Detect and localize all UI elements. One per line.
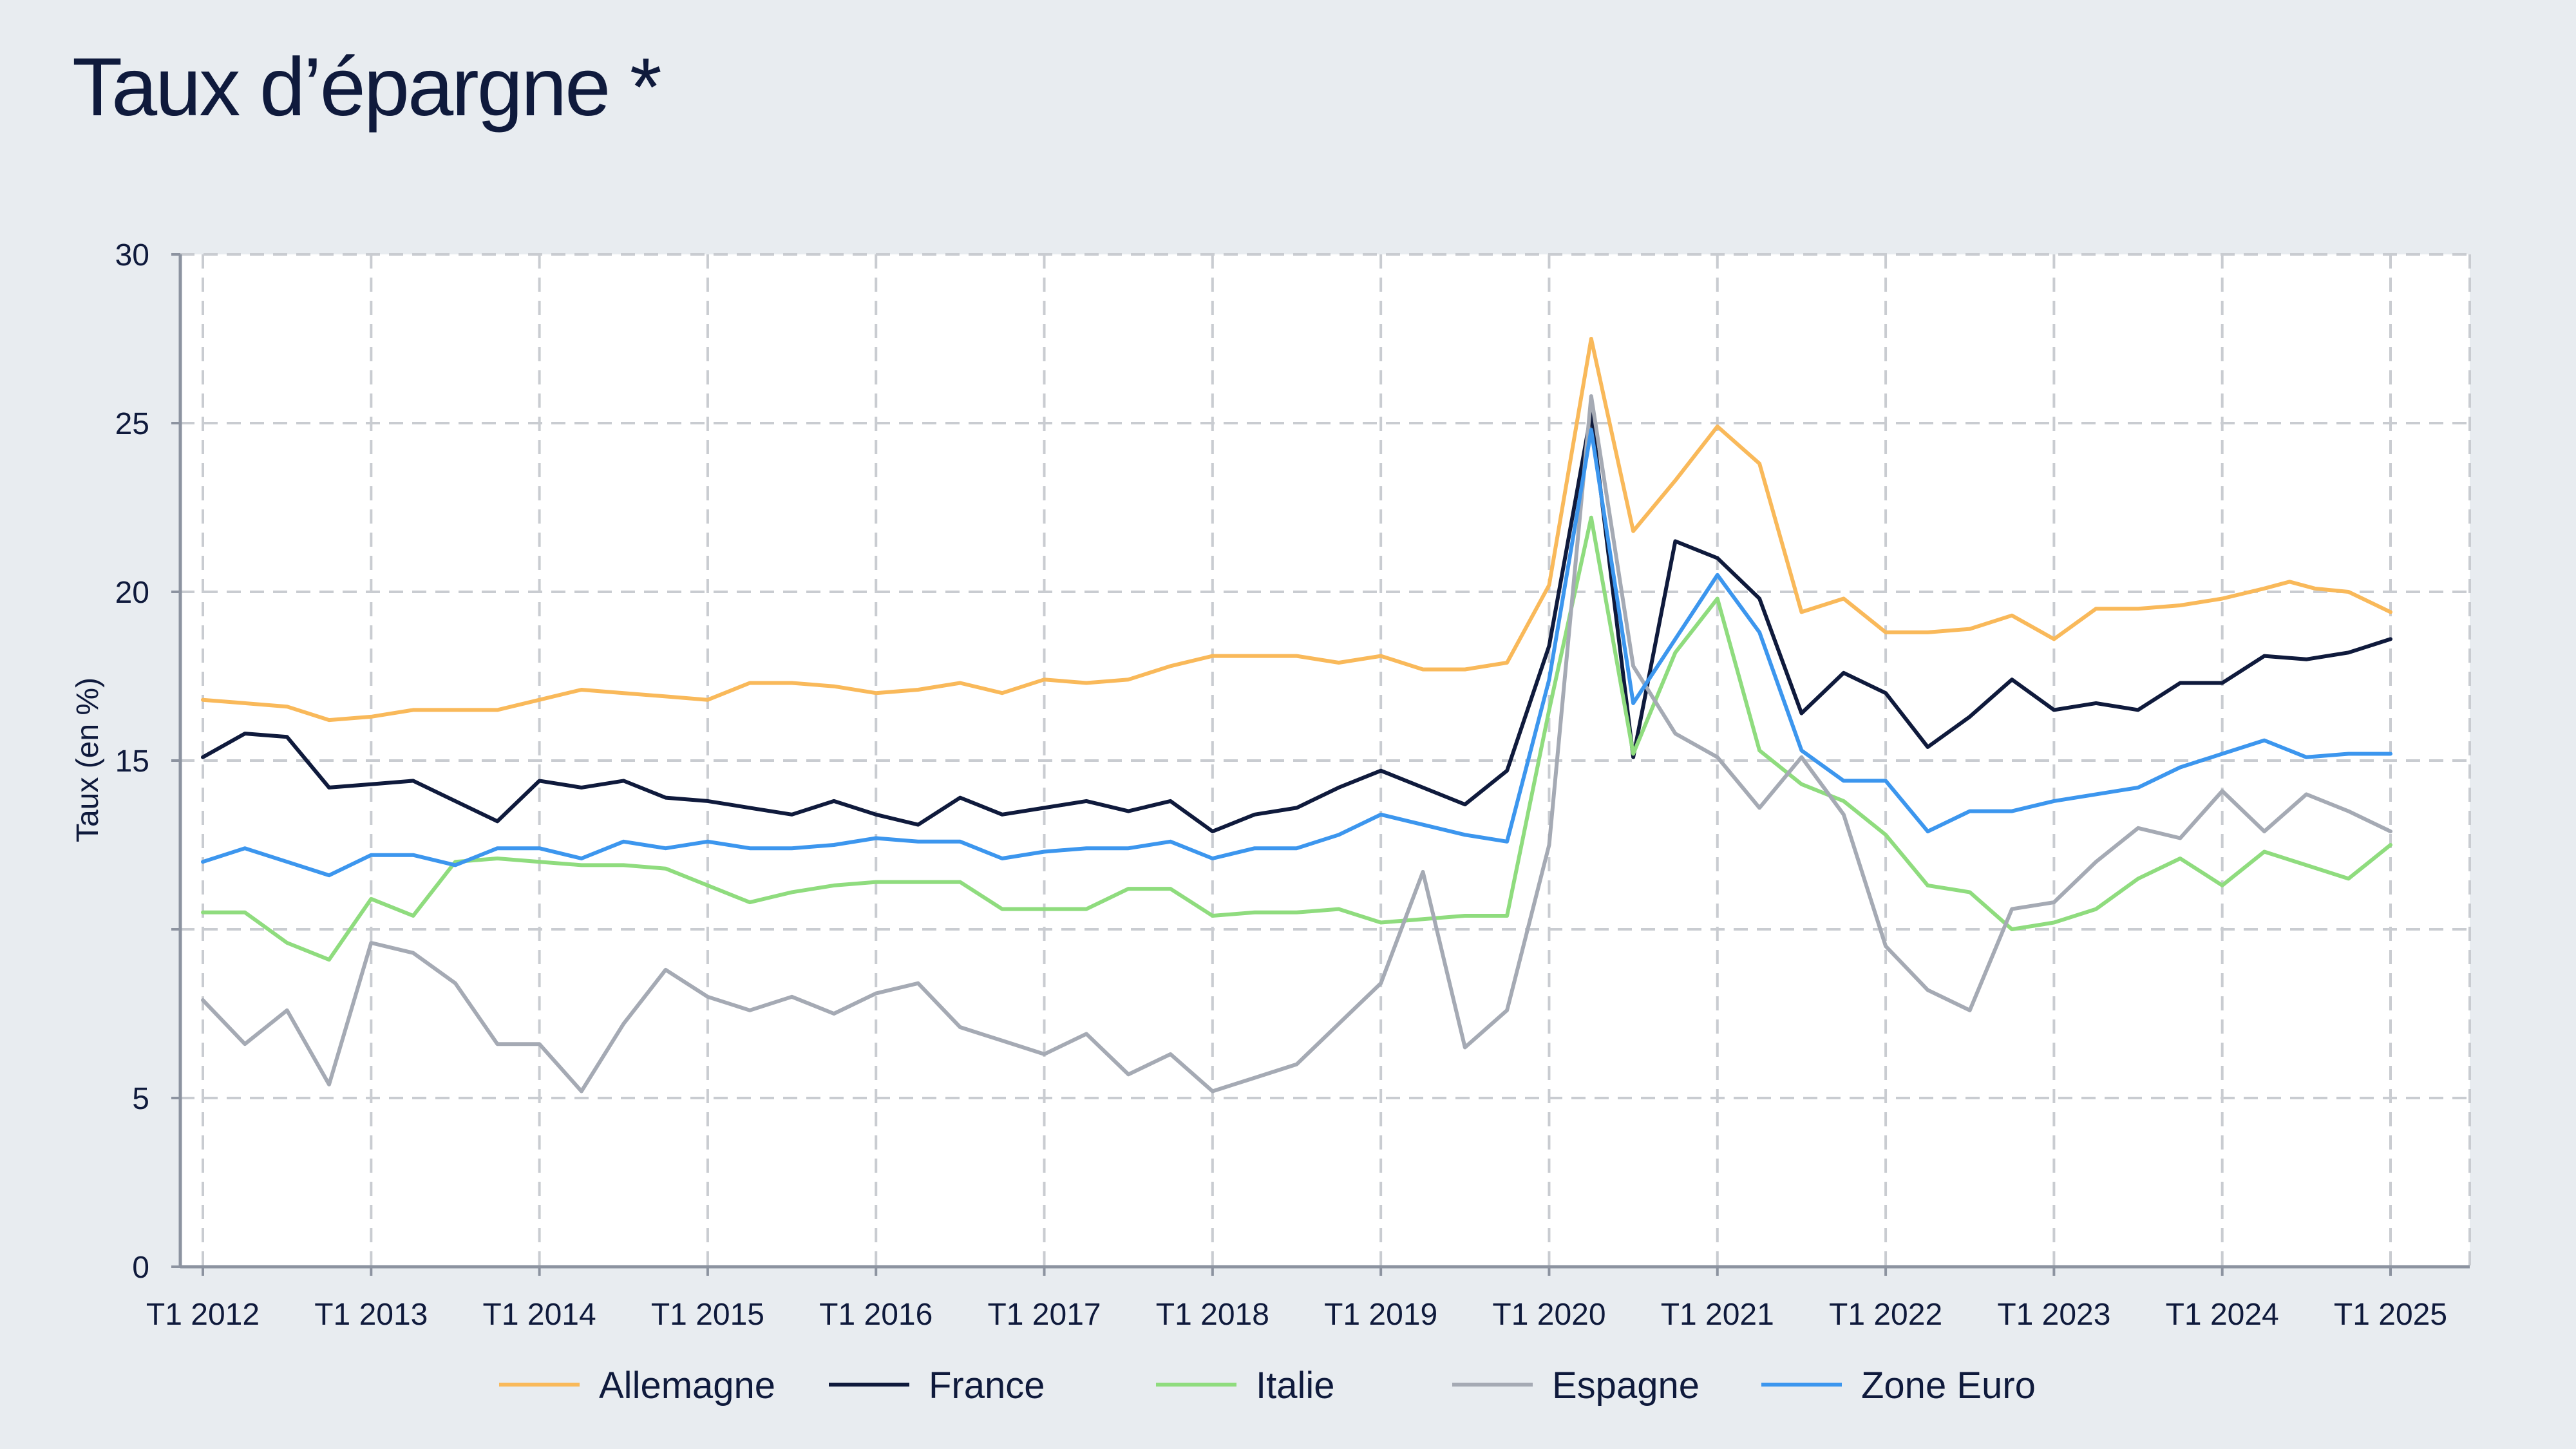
y-tick-label: 5 [132, 1082, 149, 1116]
legend-label-allemagne: Allemagne [599, 1365, 775, 1406]
x-tick-label: T1 2022 [1829, 1298, 1942, 1332]
x-tick-label: T1 2018 [1156, 1298, 1269, 1332]
page-title: Taux d’épargne * [72, 41, 662, 133]
x-tick-label: T1 2020 [1492, 1298, 1605, 1332]
legend-label-france: France [929, 1365, 1045, 1406]
series-line-italie [201, 515, 2392, 962]
y-tick-label: 15 [115, 744, 149, 779]
y-axis-label: Taux (en %) [71, 677, 105, 842]
x-tick-label: T1 2012 [146, 1298, 260, 1332]
y-tick-label: 30 [115, 238, 149, 272]
legend: Allemagne France Italie Espagne Zone Euro [499, 1365, 2036, 1406]
y-tick-label: 0 [132, 1251, 149, 1285]
legend-label-zone-euro: Zone Euro [1861, 1365, 2036, 1406]
series-line-espagne [201, 394, 2392, 1094]
series-lines [201, 337, 2392, 1094]
x-tick-label: T1 2016 [819, 1298, 933, 1332]
y-tick-label: 25 [115, 407, 149, 441]
x-tick-label: T1 2023 [1997, 1298, 2110, 1332]
x-axis-ticks: T1 2012 T1 2013 T1 2014 T1 2015 T1 2016 T1 20… [146, 1267, 2447, 1332]
x-tick-label: T1 2024 [2166, 1298, 2279, 1332]
series-line-france [201, 411, 2392, 833]
legend-label-italie: Italie [1256, 1365, 1335, 1406]
legend-label-espagne: Espagne [1552, 1365, 1700, 1406]
x-tick-label: T1 2021 [1661, 1298, 1774, 1332]
x-tick-label: T1 2015 [651, 1298, 764, 1332]
x-tick-label: T1 2019 [1324, 1298, 1437, 1332]
x-tick-label: T1 2013 [314, 1298, 428, 1332]
x-tick-label: T1 2017 [987, 1298, 1101, 1332]
y-tick-label: 20 [115, 576, 149, 610]
y-axis-ticks: 0 5 15 20 25 30 [115, 238, 180, 1285]
grid-lines [180, 253, 2471, 1267]
series-line-allemagne [201, 337, 2392, 723]
x-tick-label: T1 2014 [483, 1298, 596, 1332]
x-tick-label: T1 2025 [2334, 1298, 2447, 1332]
series-line-zone-euro [201, 428, 2392, 878]
